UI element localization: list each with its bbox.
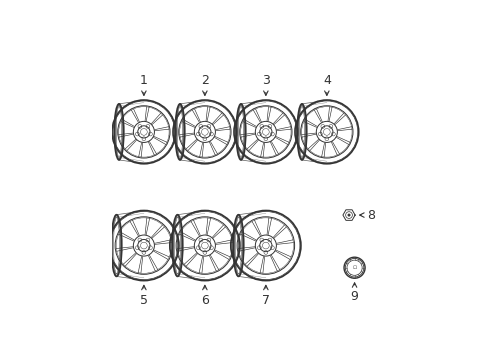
Text: 9: 9: [350, 283, 358, 303]
Text: 5: 5: [140, 285, 147, 307]
Text: Ω: Ω: [352, 265, 356, 270]
Text: 6: 6: [201, 285, 208, 307]
Text: 4: 4: [322, 74, 330, 95]
Text: 1: 1: [140, 74, 147, 95]
Text: 7: 7: [261, 285, 269, 307]
Circle shape: [347, 214, 349, 216]
Text: 8: 8: [359, 208, 374, 221]
Text: 3: 3: [262, 74, 269, 95]
Text: 2: 2: [201, 74, 208, 95]
